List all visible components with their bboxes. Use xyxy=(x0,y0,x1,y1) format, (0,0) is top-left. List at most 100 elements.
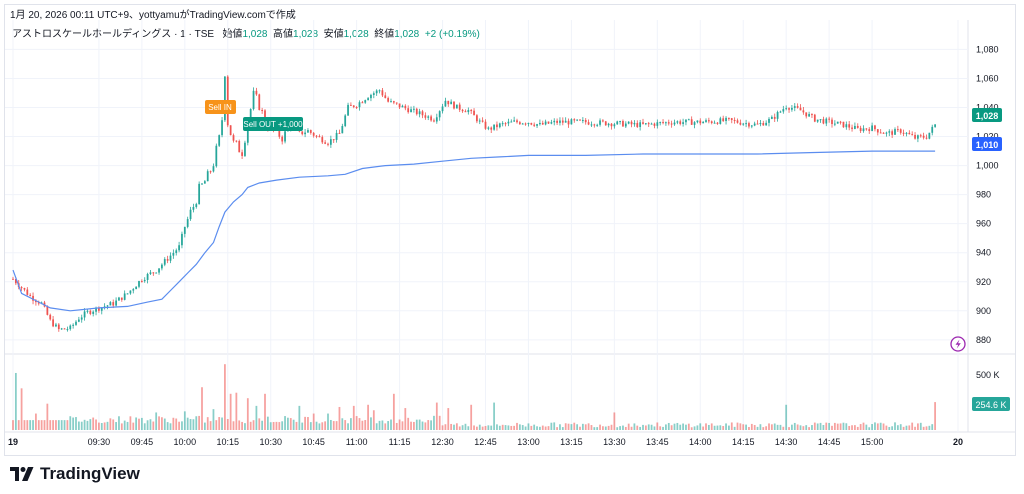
candle-body xyxy=(687,119,690,121)
candle-body xyxy=(421,111,424,116)
candle-body xyxy=(395,102,398,104)
candle-body xyxy=(83,311,86,318)
volume-tick-label: 500 K xyxy=(976,370,1000,380)
candle-body xyxy=(842,121,845,128)
volume-bar xyxy=(106,421,109,430)
volume-bar xyxy=(80,421,83,430)
volume-bar xyxy=(370,417,372,430)
candle-body xyxy=(132,289,135,291)
volume-bar xyxy=(504,425,507,430)
candle-body xyxy=(650,123,653,125)
volume-bar xyxy=(347,423,349,430)
volume-bar xyxy=(802,426,805,430)
candle-body xyxy=(699,120,702,124)
candle-body xyxy=(235,140,238,142)
volume-bar xyxy=(355,416,358,430)
candle-body xyxy=(218,135,221,146)
candle-body xyxy=(332,139,335,141)
candle-body xyxy=(501,123,504,125)
volume-bar xyxy=(713,425,716,430)
volume-bar xyxy=(510,425,513,430)
candle-body xyxy=(504,123,507,125)
volume-bar xyxy=(813,422,816,430)
sell-out-marker[interactable]: Sell OUT +1,000 xyxy=(243,117,303,131)
volume-bar xyxy=(899,424,902,430)
volume-bar xyxy=(367,404,369,430)
candle-body xyxy=(725,117,727,122)
candle-body xyxy=(86,310,89,312)
candle-body xyxy=(513,120,516,122)
candle-body xyxy=(917,135,919,139)
candle-body xyxy=(126,293,129,295)
candle-body xyxy=(112,302,115,306)
candle-body xyxy=(203,181,206,184)
candle-body xyxy=(914,134,916,139)
candle-body xyxy=(49,314,52,320)
tradingview-brand[interactable]: TradingView xyxy=(10,464,140,484)
candle-body xyxy=(14,278,17,284)
volume-bar xyxy=(441,425,444,430)
candle-body xyxy=(854,125,856,129)
volume-bar xyxy=(135,417,138,430)
candle-body xyxy=(387,98,390,102)
candle-body xyxy=(773,116,776,119)
chart-caption: 1月 20, 2026 00:11 UTC+9、yottyamuがTrading… xyxy=(10,10,296,21)
candle-body xyxy=(882,132,885,134)
time-tick-label: 14:45 xyxy=(818,437,841,447)
volume-bar xyxy=(40,420,43,430)
volume-bar xyxy=(753,425,756,430)
volume-bar xyxy=(650,424,653,430)
volume-bar xyxy=(891,426,894,430)
close-label: 終値 xyxy=(374,29,395,40)
candle-body xyxy=(447,100,450,105)
candle-body xyxy=(338,132,341,134)
candle-body xyxy=(553,120,556,123)
volume-bar xyxy=(627,423,630,430)
price-tick-label: 940 xyxy=(976,248,991,258)
candle-body xyxy=(527,122,530,124)
volume-bar xyxy=(390,419,392,430)
candle-body xyxy=(710,121,713,123)
candle-body xyxy=(215,145,218,167)
candle-body xyxy=(779,111,782,113)
candle-body xyxy=(828,118,831,120)
volume-bar xyxy=(126,421,129,430)
volume-bar xyxy=(876,423,879,430)
candle-body xyxy=(665,122,667,124)
lightning-icon[interactable] xyxy=(950,336,966,352)
candle-body xyxy=(796,106,799,108)
candle-body xyxy=(143,279,146,282)
time-tick-label: 13:45 xyxy=(646,437,669,447)
volume-bar xyxy=(421,421,424,430)
candle-body xyxy=(212,166,215,172)
volume-bar xyxy=(203,422,206,430)
candle-body xyxy=(284,131,286,142)
volume-bar xyxy=(934,402,936,430)
sell-in-marker[interactable]: Sell IN xyxy=(205,100,236,114)
volume-bar xyxy=(298,405,301,430)
candle-body xyxy=(570,119,573,125)
candle-body xyxy=(138,281,140,287)
candle-body xyxy=(146,273,149,280)
candle-body xyxy=(624,123,627,127)
volume-bar xyxy=(29,420,32,430)
candle-body xyxy=(750,125,753,127)
volume-bar xyxy=(258,418,261,430)
volume-bar xyxy=(341,418,344,430)
volume-bar xyxy=(327,413,329,430)
volume-bar xyxy=(604,426,607,430)
candle-body xyxy=(98,307,100,311)
volume-bar xyxy=(206,417,209,430)
volume-bar xyxy=(925,426,928,430)
candle-body xyxy=(584,120,587,123)
candle-body xyxy=(100,307,103,311)
candle-body xyxy=(441,106,444,112)
candle-body xyxy=(690,119,693,125)
volume-bar xyxy=(742,424,745,430)
volume-bar xyxy=(730,422,733,430)
candle-body xyxy=(69,325,72,330)
candle-body xyxy=(894,129,896,135)
volume-bar xyxy=(450,423,453,430)
candle-body xyxy=(896,129,899,131)
